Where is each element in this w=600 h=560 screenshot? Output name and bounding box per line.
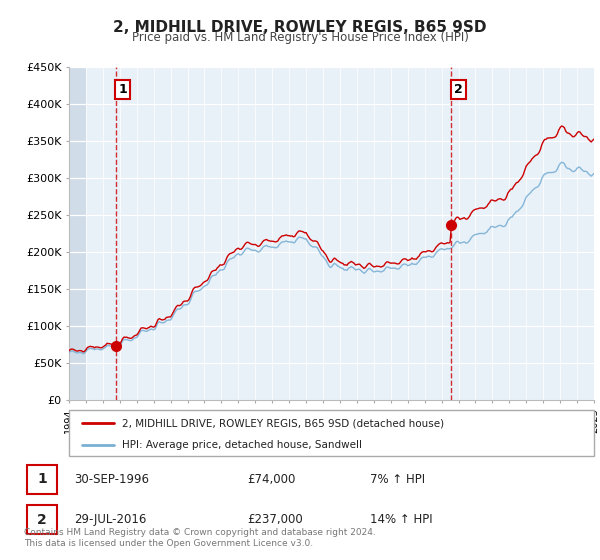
Text: 2, MIDHILL DRIVE, ROWLEY REGIS, B65 9SD (detached house): 2, MIDHILL DRIVE, ROWLEY REGIS, B65 9SD … (121, 418, 443, 428)
Text: Contains HM Land Registry data © Crown copyright and database right 2024.
This d: Contains HM Land Registry data © Crown c… (24, 528, 376, 548)
Text: 29-JUL-2016: 29-JUL-2016 (74, 513, 146, 526)
Bar (27, 505, 58, 534)
Text: 2: 2 (454, 83, 463, 96)
Bar (27, 465, 58, 494)
Bar (69, 67, 86, 400)
Text: 1: 1 (37, 473, 47, 486)
Text: £74,000: £74,000 (247, 473, 296, 486)
Text: HPI: Average price, detached house, Sandwell: HPI: Average price, detached house, Sand… (121, 440, 361, 450)
Text: 1: 1 (118, 83, 127, 96)
Text: 2, MIDHILL DRIVE, ROWLEY REGIS, B65 9SD: 2, MIDHILL DRIVE, ROWLEY REGIS, B65 9SD (113, 20, 487, 35)
Text: 7% ↑ HPI: 7% ↑ HPI (370, 473, 425, 486)
Text: £237,000: £237,000 (247, 513, 303, 526)
Text: 14% ↑ HPI: 14% ↑ HPI (370, 513, 433, 526)
Text: 2: 2 (37, 513, 47, 526)
Text: 30-SEP-1996: 30-SEP-1996 (74, 473, 149, 486)
Text: Price paid vs. HM Land Registry's House Price Index (HPI): Price paid vs. HM Land Registry's House … (131, 31, 469, 44)
